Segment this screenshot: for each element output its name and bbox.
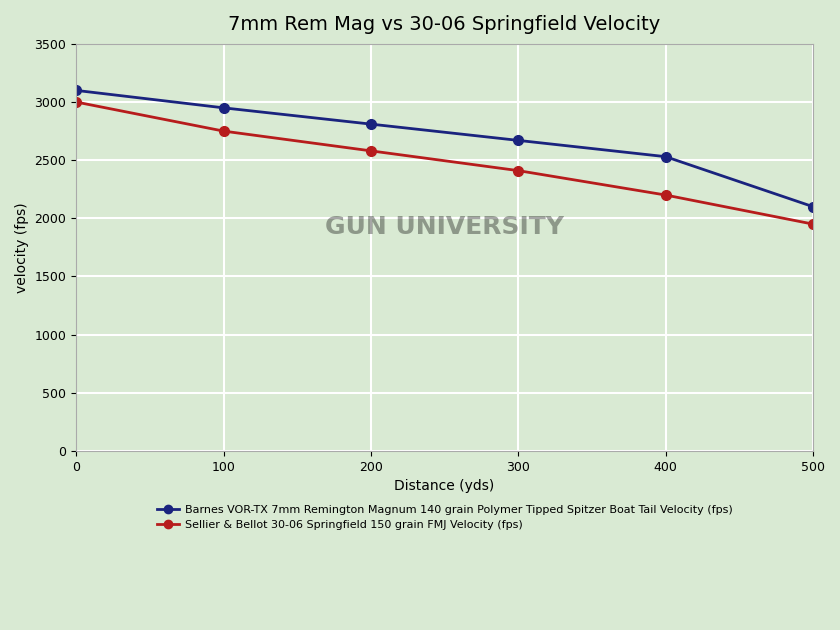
Barnes VOR-TX 7mm Remington Magnum 140 grain Polymer Tipped Spitzer Boat Tail Velocity (fps) xyxy=(513,137,523,144)
Barnes VOR-TX 7mm Remington Magnum 140 grain Polymer Tipped Spitzer Boat Tail Velocity (fps) xyxy=(366,120,376,128)
Sellier & Bellot 30-06 Springfield 150 grain FMJ Velocity (fps) xyxy=(808,220,818,228)
Sellier & Bellot 30-06 Springfield 150 grain FMJ Velocity (fps) xyxy=(366,147,376,154)
Sellier & Bellot 30-06 Springfield 150 grain FMJ Velocity (fps) xyxy=(71,98,81,106)
Title: 7mm Rem Mag vs 30-06 Springfield Velocity: 7mm Rem Mag vs 30-06 Springfield Velocit… xyxy=(228,15,661,34)
Barnes VOR-TX 7mm Remington Magnum 140 grain Polymer Tipped Spitzer Boat Tail Velocity (fps) xyxy=(218,104,228,112)
Sellier & Bellot 30-06 Springfield 150 grain FMJ Velocity (fps) xyxy=(513,167,523,175)
Text: GUN UNIVERSITY: GUN UNIVERSITY xyxy=(325,215,564,239)
Sellier & Bellot 30-06 Springfield 150 grain FMJ Velocity (fps) xyxy=(660,192,670,199)
X-axis label: Distance (yds): Distance (yds) xyxy=(395,479,495,493)
Line: Barnes VOR-TX 7mm Remington Magnum 140 grain Polymer Tipped Spitzer Boat Tail Velocity (fps): Barnes VOR-TX 7mm Remington Magnum 140 g… xyxy=(71,86,818,212)
Barnes VOR-TX 7mm Remington Magnum 140 grain Polymer Tipped Spitzer Boat Tail Velocity (fps) xyxy=(808,203,818,210)
Y-axis label: velocity (fps): velocity (fps) xyxy=(15,202,29,293)
Legend: Barnes VOR-TX 7mm Remington Magnum 140 grain Polymer Tipped Spitzer Boat Tail Ve: Barnes VOR-TX 7mm Remington Magnum 140 g… xyxy=(152,500,737,535)
Sellier & Bellot 30-06 Springfield 150 grain FMJ Velocity (fps) xyxy=(218,127,228,135)
Line: Sellier & Bellot 30-06 Springfield 150 grain FMJ Velocity (fps): Sellier & Bellot 30-06 Springfield 150 g… xyxy=(71,97,818,229)
Barnes VOR-TX 7mm Remington Magnum 140 grain Polymer Tipped Spitzer Boat Tail Velocity (fps) xyxy=(71,86,81,94)
Barnes VOR-TX 7mm Remington Magnum 140 grain Polymer Tipped Spitzer Boat Tail Velocity (fps) xyxy=(660,153,670,161)
